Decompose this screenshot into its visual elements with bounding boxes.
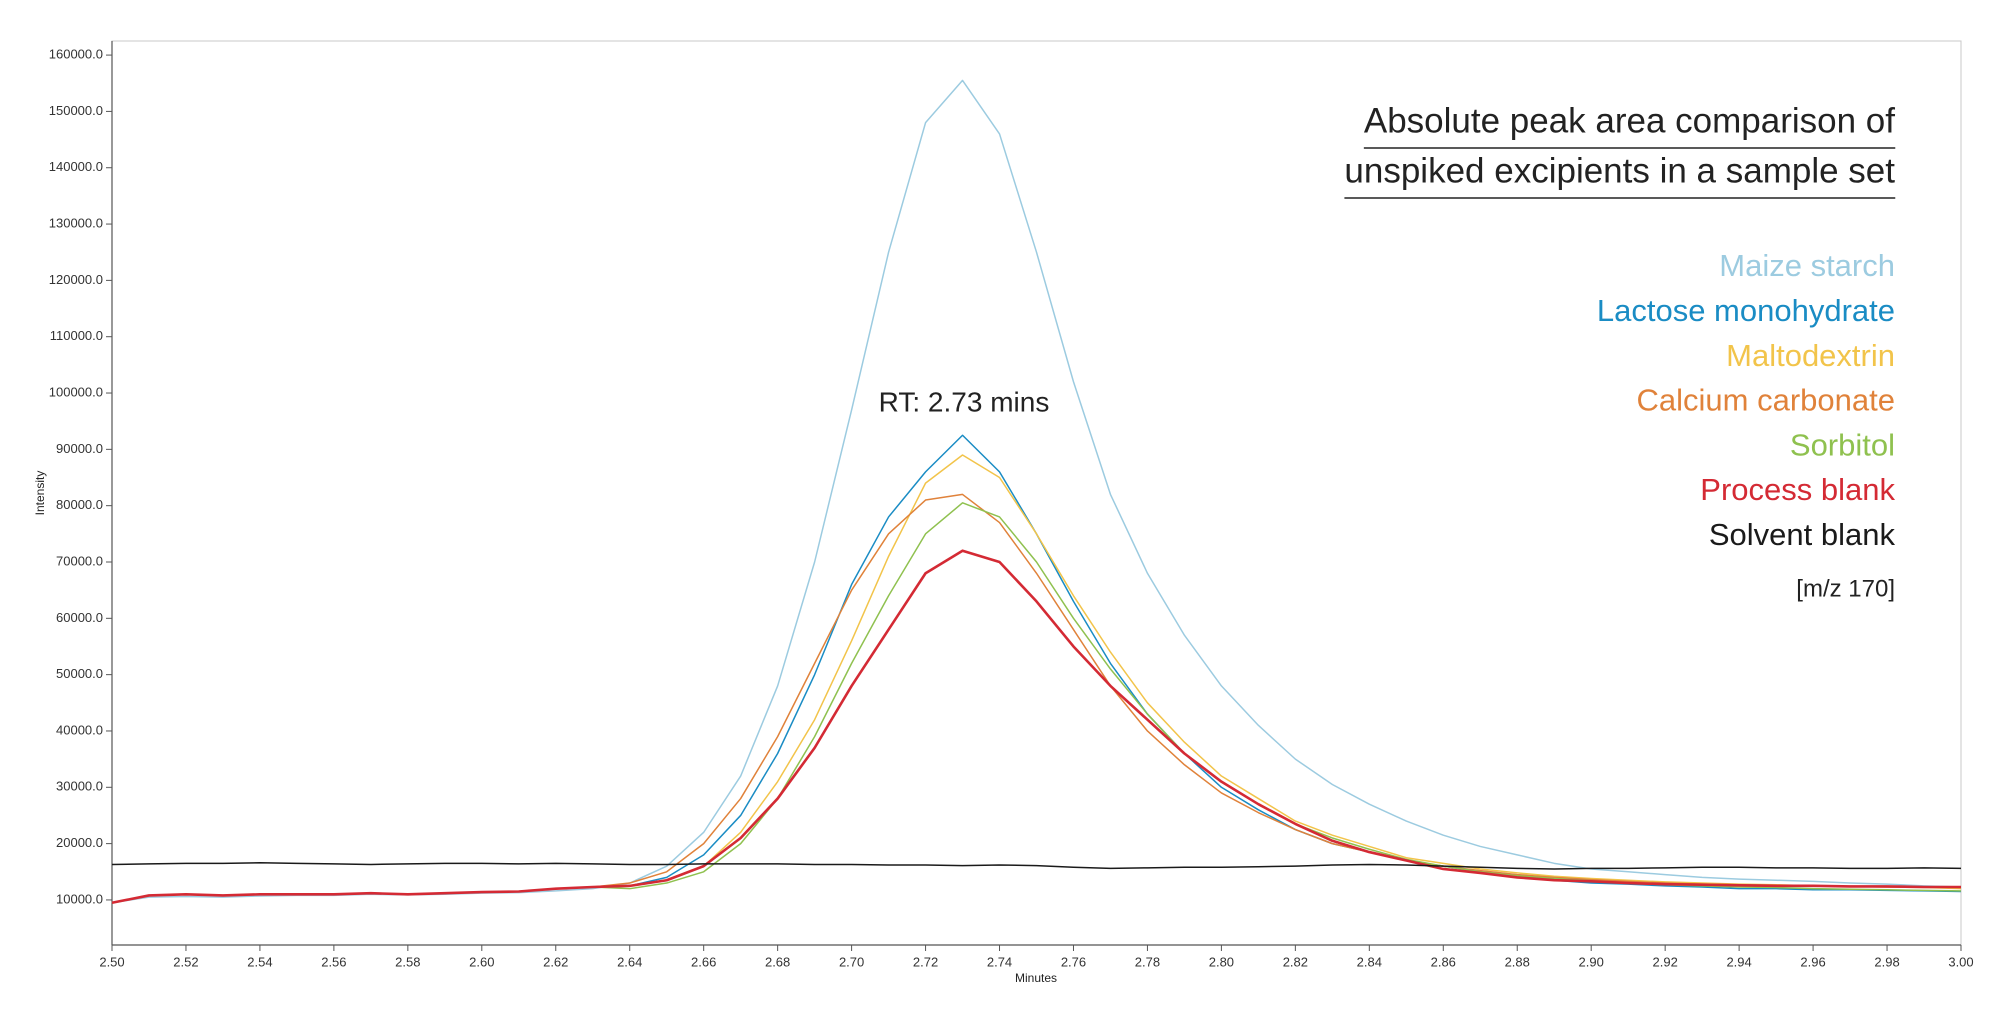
y-tick-label: 90000.0 xyxy=(56,441,103,456)
series-line xyxy=(111,493,1962,904)
y-tick-label: 100000.0 xyxy=(49,384,103,399)
series-line xyxy=(111,862,1962,870)
x-tick-label: 2.60 xyxy=(469,954,494,969)
y-tick-label: 120000.0 xyxy=(49,272,103,287)
series-line xyxy=(111,79,1962,904)
x-tick-label: 2.50 xyxy=(99,954,124,969)
y-tick-label: 30000.0 xyxy=(56,779,103,794)
y-tick-label: 130000.0 xyxy=(49,215,103,230)
y-tick-label: 140000.0 xyxy=(49,159,103,174)
x-tick-label: 2.72 xyxy=(913,954,938,969)
x-tick-label: 2.90 xyxy=(1579,954,1604,969)
x-tick-label: 2.68 xyxy=(765,954,790,969)
x-tick-label: 2.56 xyxy=(321,954,346,969)
x-tick-label: 3.00 xyxy=(1948,954,1973,969)
y-tick-label: 70000.0 xyxy=(56,553,103,568)
x-tick-label: 2.64 xyxy=(617,954,642,969)
x-tick-label: 2.94 xyxy=(1726,954,1751,969)
y-tick-label: 160000.0 xyxy=(49,47,103,62)
x-tick-label: 2.78 xyxy=(1135,954,1160,969)
x-tick-label: 2.74 xyxy=(987,954,1012,969)
x-tick-label: 2.92 xyxy=(1653,954,1678,969)
x-tick-label: 2.76 xyxy=(1061,954,1086,969)
legend-entry: Maltodextrin xyxy=(1726,338,1895,373)
legend-entry: Lactose monohydrate xyxy=(1597,293,1895,328)
legend-entry: Sorbitol xyxy=(1790,427,1895,462)
legend-entry: Maize starch xyxy=(1719,248,1895,283)
y-tick-label: 80000.0 xyxy=(56,497,103,512)
y-tick-label: 40000.0 xyxy=(56,722,103,737)
x-tick-label: 2.52 xyxy=(173,954,198,969)
x-tick-label: 2.88 xyxy=(1505,954,1530,969)
series-line xyxy=(111,549,1961,905)
x-tick-label: 2.98 xyxy=(1874,954,1899,969)
y-tick-label: 20000.0 xyxy=(56,835,103,850)
y-tick-label: 10000.0 xyxy=(56,891,103,906)
x-tick-label: 2.86 xyxy=(1431,954,1456,969)
x-tick-label: 2.84 xyxy=(1357,954,1382,969)
y-tick-label: 50000.0 xyxy=(56,666,103,681)
legend-entry: Solvent blank xyxy=(1709,517,1896,552)
chart-title: Absolute peak area comparison of xyxy=(1364,101,1895,140)
series-line xyxy=(111,502,1962,904)
series-line xyxy=(111,454,1962,904)
x-tick-label: 2.70 xyxy=(839,954,864,969)
x-tick-label: 2.82 xyxy=(1283,954,1308,969)
legend-entry: Calcium carbonate xyxy=(1637,383,1895,418)
chart-title: unspiked excipients in a sample set xyxy=(1344,151,1895,190)
legend-entry: Process blank xyxy=(1700,472,1895,507)
x-tick-label: 2.62 xyxy=(543,954,568,969)
annotation: RT: 2.73 mins xyxy=(879,386,1050,417)
series-line xyxy=(111,434,1962,904)
x-tick-label: 2.96 xyxy=(1800,954,1825,969)
y-tick-label: 150000.0 xyxy=(49,103,103,118)
x-tick-label: 2.54 xyxy=(247,954,272,969)
y-axis-label: Intensity xyxy=(33,471,47,516)
y-tick-label: 110000.0 xyxy=(50,328,103,343)
y-tick-label: 60000.0 xyxy=(56,610,103,625)
x-axis-label: Minutes xyxy=(1015,971,1057,985)
x-tick-label: 2.80 xyxy=(1209,954,1234,969)
x-tick-label: 2.66 xyxy=(691,954,716,969)
x-tick-label: 2.58 xyxy=(395,954,420,969)
note: [m/z 170] xyxy=(1796,575,1895,602)
